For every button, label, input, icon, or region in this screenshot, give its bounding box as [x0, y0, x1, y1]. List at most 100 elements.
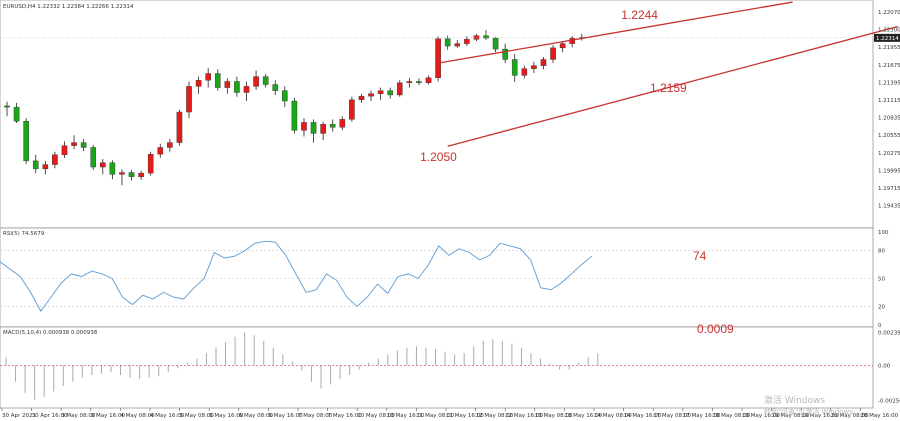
- x-tick-label: 3 May 08:00: [61, 413, 96, 419]
- rsi-tick-label: 20: [878, 304, 885, 310]
- candle-body: [138, 172, 144, 177]
- candle-body: [521, 68, 528, 76]
- x-tick-label: 12 May 08:00: [476, 413, 514, 419]
- candle-body: [80, 142, 87, 148]
- x-tick-label: 11 May 16:00: [446, 413, 484, 419]
- candle-body: [234, 81, 240, 93]
- price-tick-label: 1.22070: [878, 10, 900, 16]
- candle-body: [349, 99, 355, 120]
- candle-body: [23, 120, 29, 162]
- candle-body: [492, 37, 499, 50]
- candle-body: [444, 38, 451, 47]
- macd-tick-label: -0.002564: [878, 398, 900, 404]
- x-tick-label: 12 May 16:00: [505, 413, 543, 419]
- candle-body: [531, 65, 537, 69]
- x-tick-label: 14 May 16:00: [624, 413, 662, 419]
- candle-body: [435, 38, 441, 79]
- price-tick-label: 1.22300: [878, 28, 900, 34]
- price-tick-label: 1.21675: [878, 63, 900, 69]
- price-tick-label: 1.20555: [878, 133, 900, 139]
- price-layer: 1.2244 1.2050 1.2159: [0, 1, 899, 186]
- rsi-panel: [0, 227, 874, 328]
- candle-body: [406, 81, 413, 83]
- last-price-box: [874, 33, 900, 42]
- candle-body: [186, 86, 192, 113]
- candle-body: [396, 82, 403, 96]
- price-tick-label: 1.19715: [878, 186, 900, 192]
- candle-body: [540, 59, 547, 66]
- candle-body: [301, 122, 307, 131]
- x-tick-label: 30 Apr 16:00: [32, 413, 68, 419]
- x-tick-label: 7 May 16:00: [328, 413, 363, 419]
- candle-body: [377, 90, 384, 94]
- price-annotation: 1.2244: [621, 8, 658, 22]
- candle-body: [291, 100, 298, 131]
- channel-lower-line: [447, 25, 899, 147]
- x-tick-label: 17 May 16:00: [683, 413, 721, 419]
- x-tick-label: 5 May 16:00: [209, 413, 244, 419]
- x-tick-label: 11 May 08:00: [416, 413, 454, 419]
- candle-body: [128, 172, 135, 177]
- x-tick-label: 20 May 08:00: [831, 413, 869, 419]
- x-tick-label: 6 May 16:00: [268, 413, 303, 419]
- price-tick-label: 1.19435: [878, 204, 900, 210]
- candle-body: [464, 39, 470, 44]
- price-tick-label: 1.20835: [878, 116, 900, 122]
- x-tick-label: 10 May 08:00: [357, 413, 395, 419]
- candle-body: [358, 95, 365, 101]
- candle-body: [502, 48, 508, 60]
- candle-body: [425, 77, 432, 83]
- x-tick-label: 17 May 08:00: [653, 413, 691, 419]
- candle-body: [272, 84, 279, 91]
- candle-body: [511, 59, 518, 76]
- x-tick-label: 13 May 08:00: [535, 413, 573, 419]
- candle-body: [329, 124, 336, 128]
- candle-body: [454, 43, 461, 47]
- candle-body: [368, 93, 374, 97]
- candle-body: [99, 162, 106, 168]
- candle-body: [42, 164, 49, 170]
- candle-body: [387, 90, 394, 96]
- price-annotation: 1.2050: [420, 150, 457, 164]
- candle-body: [157, 147, 164, 155]
- candle-body: [119, 172, 125, 175]
- x-tick-label: 18 May 08:00: [712, 413, 750, 419]
- x-tick-label: 19 May 16:00: [801, 413, 839, 419]
- watermark-line2: 转到"设置"以激活 Windows。: [764, 407, 860, 416]
- candle-body: [13, 106, 20, 122]
- channel-upper-line: [437, 1, 793, 64]
- price-tick-label: 1.21395: [878, 80, 900, 86]
- rsi-tick-label: 80: [878, 249, 885, 255]
- price-tick-label: 1.20275: [878, 151, 900, 157]
- price-tick-label: 1.21115: [878, 98, 900, 104]
- x-tick-label: 4 May 08:00: [120, 413, 155, 419]
- candle-body: [52, 154, 58, 165]
- price-tick-label: 1.21955: [878, 45, 900, 51]
- candle-body: [282, 90, 288, 102]
- rsi-tick-label: 100: [878, 230, 889, 236]
- candle-body: [109, 162, 116, 175]
- candle-body: [214, 73, 221, 88]
- x-tick-label: 7 May 08:00: [298, 413, 333, 419]
- macd-layer: 0.0009: [0, 322, 873, 400]
- price-title: EURUSD,H4 1.22332 1.22384 1.22266 1.2231…: [3, 4, 134, 10]
- candle-body: [310, 122, 317, 134]
- candle-body: [32, 160, 39, 170]
- candle-body: [224, 81, 231, 88]
- candle-body: [320, 124, 326, 134]
- last-price-label: 1.22314: [876, 36, 899, 42]
- x-tick-label: 30 Apr 2021: [2, 413, 36, 419]
- candle-body: [262, 76, 269, 85]
- candle-body: [176, 111, 183, 143]
- macd-annotation: 0.0009: [697, 322, 734, 336]
- watermark-line1: 激活 Windows: [764, 394, 825, 406]
- candle-body: [61, 145, 68, 155]
- candle-body: [147, 153, 154, 174]
- candle-body: [4, 105, 10, 108]
- candle-body: [473, 35, 480, 40]
- candle-body: [195, 80, 202, 87]
- macd-tick-label: 0.00: [878, 363, 891, 369]
- x-tick-label: 10 May 16:00: [387, 413, 425, 419]
- price-tick-label: 1.19995: [878, 168, 900, 174]
